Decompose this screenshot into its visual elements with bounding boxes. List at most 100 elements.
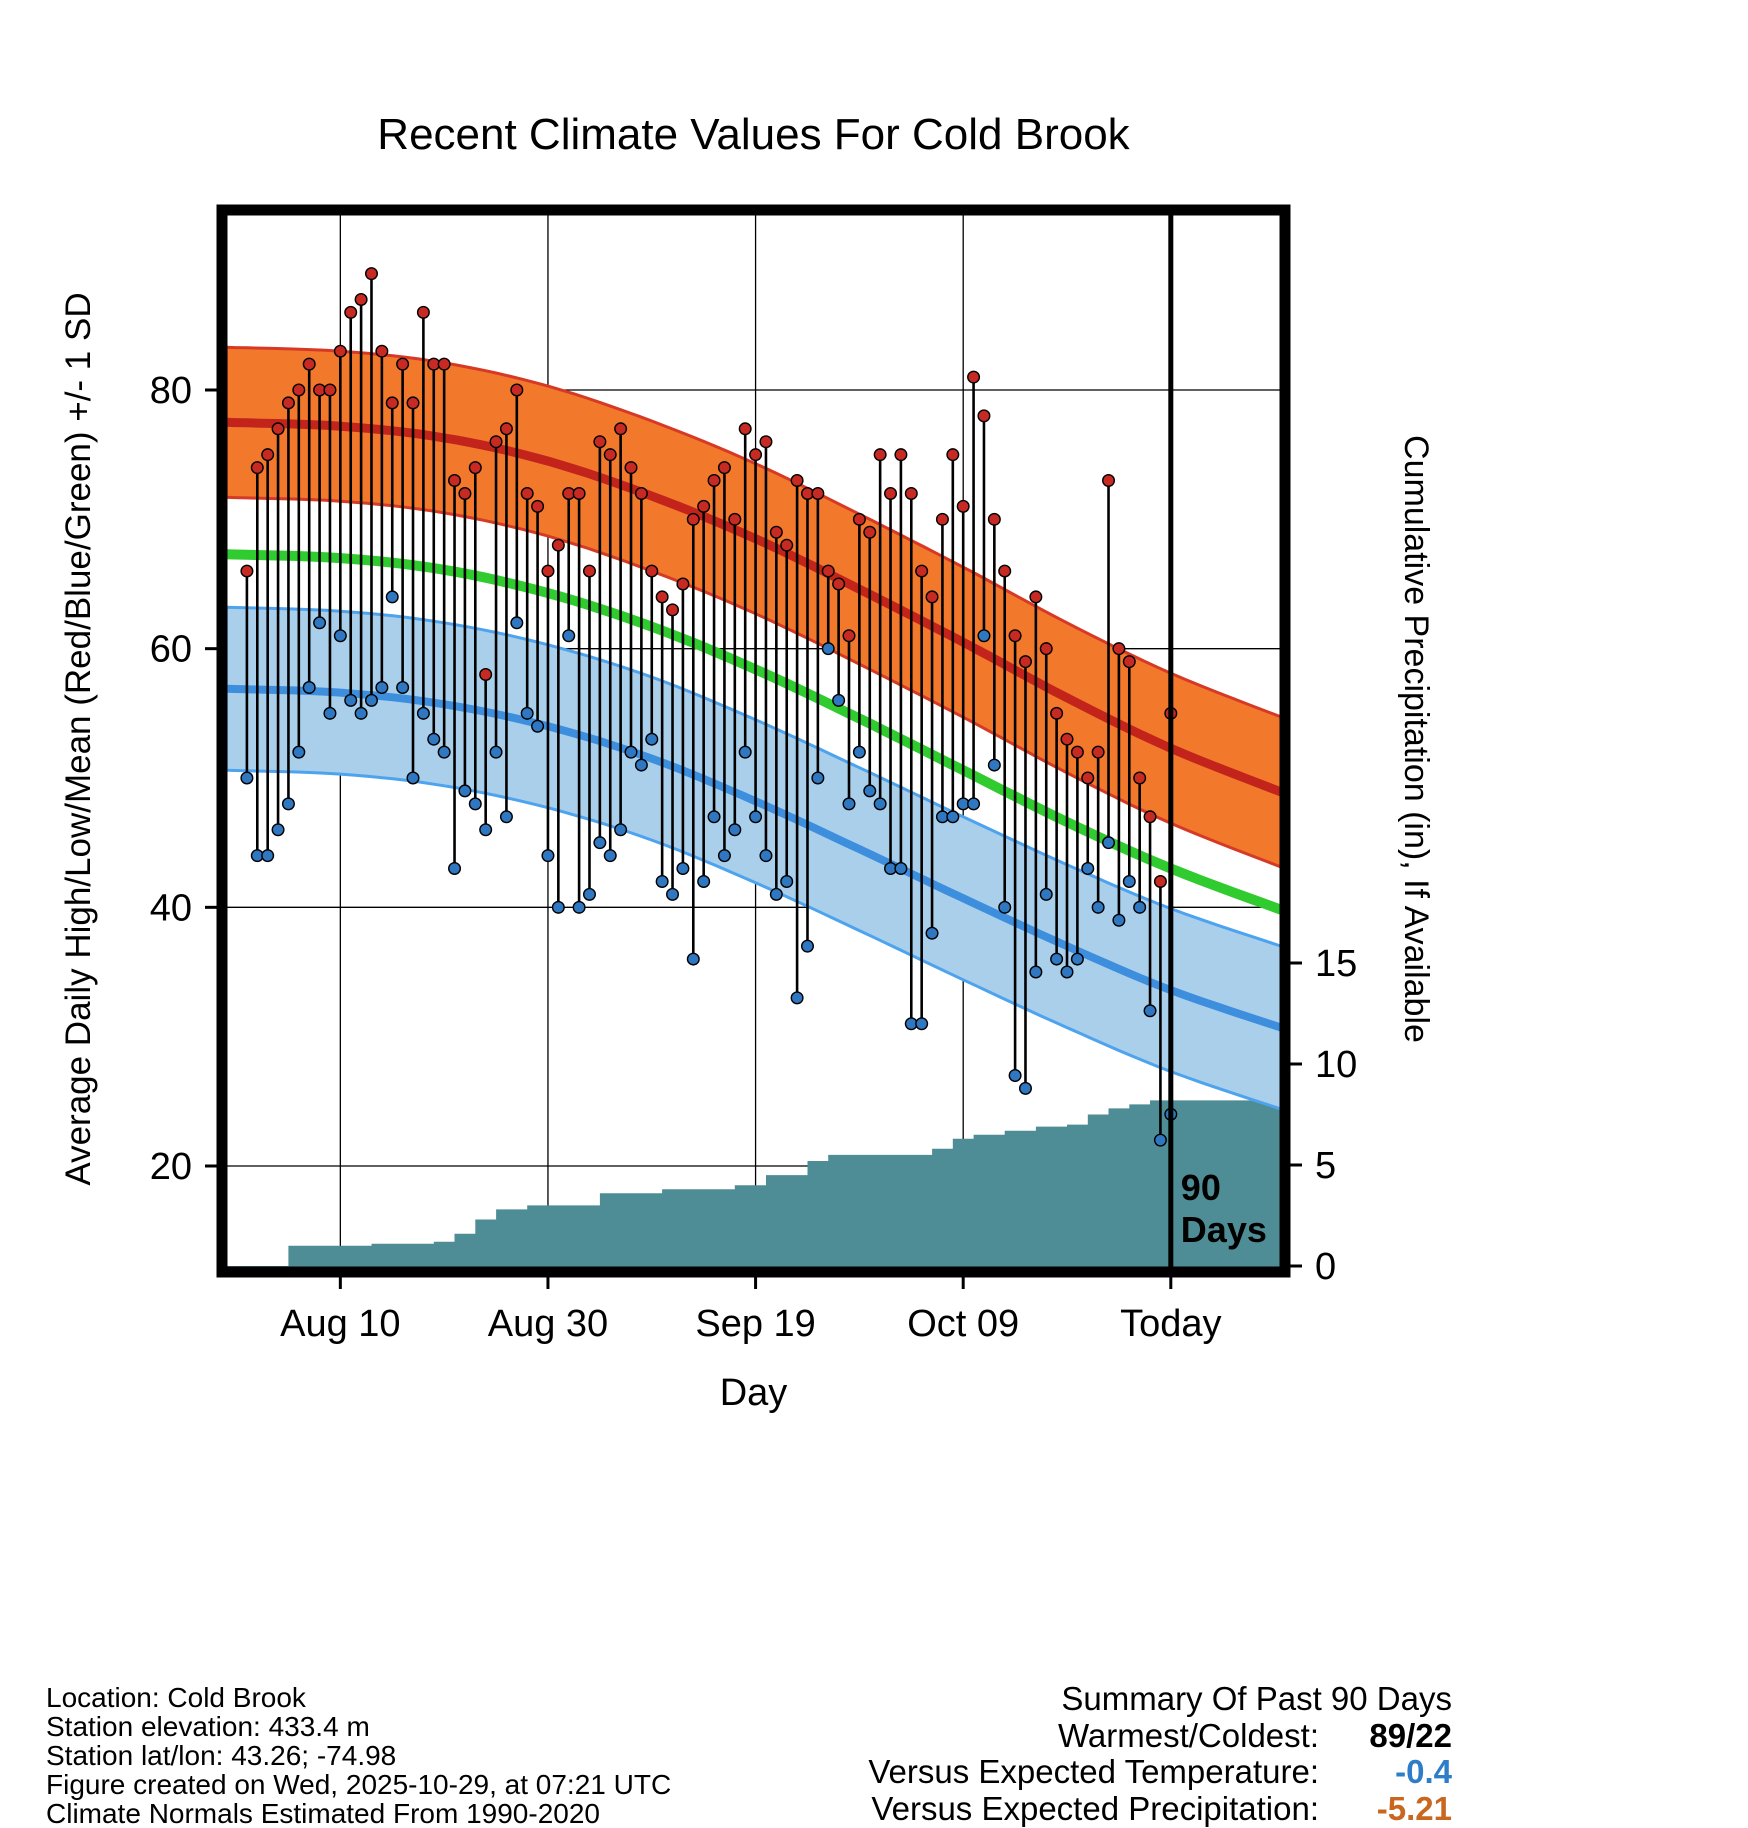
daily-low-dot <box>666 887 680 901</box>
daily-low-dot <box>302 680 316 694</box>
daily-high-dot <box>1070 745 1084 759</box>
summary-label: Versus Expected Temperature: <box>868 1753 1319 1790</box>
daily-high-dot <box>468 461 482 475</box>
daily-high-dot <box>769 525 783 539</box>
daily-high-dot <box>281 396 295 410</box>
x-tick-label: Aug 30 <box>488 1303 608 1345</box>
daily-high-dot <box>686 512 700 526</box>
summary-label: Warmest/Coldest: <box>1057 1716 1319 1754</box>
daily-high-dot <box>437 357 451 371</box>
daily-low-dot <box>562 629 576 643</box>
daily-low-dot <box>1143 1004 1157 1018</box>
daily-low-dot <box>375 680 389 694</box>
daily-low-dot <box>821 642 835 656</box>
daily-high-dot <box>614 422 628 436</box>
daily-high-dot <box>790 474 804 488</box>
daily-low-dot <box>614 823 628 837</box>
daily-low-dot <box>261 849 275 863</box>
daily-high-dot <box>1122 655 1136 669</box>
low-temp-band <box>224 605 1285 1112</box>
daily-high-dot <box>728 512 742 526</box>
daily-high-dot <box>375 344 389 358</box>
daily-high-dot <box>852 512 866 526</box>
daily-high-dot <box>1102 474 1116 488</box>
daily-high-dot <box>1112 642 1126 656</box>
daily-low-dot <box>759 849 773 863</box>
daily-low-dot <box>385 590 399 604</box>
daily-low-dot <box>572 900 586 914</box>
summary-label: Versus Expected Precipitation: <box>871 1789 1319 1827</box>
daily-high-dot <box>541 564 555 578</box>
daily-high-dot <box>624 461 638 475</box>
daily-low-dot <box>1122 874 1136 888</box>
precip-tick-label: 10 <box>1315 1044 1357 1086</box>
daily-high-dot <box>884 486 898 500</box>
daily-high-dot <box>354 292 368 306</box>
daily-high-dot <box>593 435 607 449</box>
daily-low-dot <box>873 797 887 811</box>
daily-low-dot <box>281 797 295 811</box>
daily-low-dot <box>832 693 846 707</box>
daily-high-dot <box>385 396 399 410</box>
daily-low-dot <box>479 823 493 837</box>
daily-high-dot <box>292 383 306 397</box>
daily-high-dot <box>925 590 939 604</box>
daily-high-dot <box>811 486 825 500</box>
daily-low-dot <box>915 1017 929 1031</box>
daily-high-dot <box>333 344 347 358</box>
daily-high-dot <box>1133 771 1147 785</box>
daily-high-dot <box>323 383 337 397</box>
daily-low-dot <box>645 732 659 746</box>
summary-value: 89/22 <box>1369 1716 1452 1754</box>
daily-low-dot <box>1091 900 1105 914</box>
daily-low-dot <box>852 745 866 759</box>
ninety-days-label: 90 <box>1181 1167 1221 1208</box>
summary-row-vs-temperature: Versus Expected Temperature: -0.4 <box>868 1753 1452 1791</box>
daily-low-dot <box>333 629 347 643</box>
daily-high-dot <box>250 461 264 475</box>
daily-low-dot <box>427 732 441 746</box>
daily-low-dot <box>800 939 814 953</box>
daily-high-dot <box>666 603 680 617</box>
precip-tick-label: 5 <box>1315 1145 1336 1187</box>
summary-row-vs-precipitation: Versus Expected Precipitation: -5.21 <box>868 1789 1452 1828</box>
plot-frame <box>216 204 1291 1278</box>
daily-low-dot <box>593 836 607 850</box>
station-location: Location: Cold Brook <box>46 1682 306 1713</box>
daily-high-dot <box>489 435 503 449</box>
daily-high-dot <box>1050 706 1064 720</box>
station-info: Location: Cold Brook Station elevation: … <box>46 1683 671 1828</box>
x-tick-label: Aug 10 <box>280 1303 400 1345</box>
daily-low-dot <box>354 706 368 720</box>
daily-low-dot <box>541 849 555 863</box>
daily-low-dot <box>1050 952 1064 966</box>
daily-high-dot <box>1143 810 1157 824</box>
daily-low-dot <box>1018 1081 1032 1095</box>
daily-low-dot <box>1070 952 1084 966</box>
station-elevation: Station elevation: 433.4 m <box>46 1711 370 1742</box>
daily-high-dot <box>551 538 565 552</box>
daily-low-dot <box>998 900 1012 914</box>
daily-low-dot <box>344 693 358 707</box>
daily-low-dot <box>780 874 794 888</box>
daily-high-dot <box>842 629 856 643</box>
daily-high-dot <box>645 564 659 578</box>
daily-low-dot <box>468 797 482 811</box>
daily-high-dot <box>697 499 711 513</box>
x-tick-label: Today <box>1120 1303 1221 1345</box>
x-axis-label: Day <box>719 1372 788 1414</box>
daily-low-dot <box>1060 965 1074 979</box>
daily-low-dot <box>967 797 981 811</box>
daily-high-dot <box>946 448 960 462</box>
daily-low-dot <box>707 810 721 824</box>
daily-low-dot <box>655 874 669 888</box>
daily-high-dot <box>655 590 669 604</box>
daily-high-dot <box>915 564 929 578</box>
daily-high-dot <box>1018 655 1032 669</box>
daily-low-dot <box>458 784 472 798</box>
daily-high-dot <box>416 305 430 319</box>
daily-low-dot <box>624 745 638 759</box>
daily-high-dot <box>364 267 378 281</box>
daily-low-dot <box>790 991 804 1005</box>
daily-low-dot <box>520 706 534 720</box>
